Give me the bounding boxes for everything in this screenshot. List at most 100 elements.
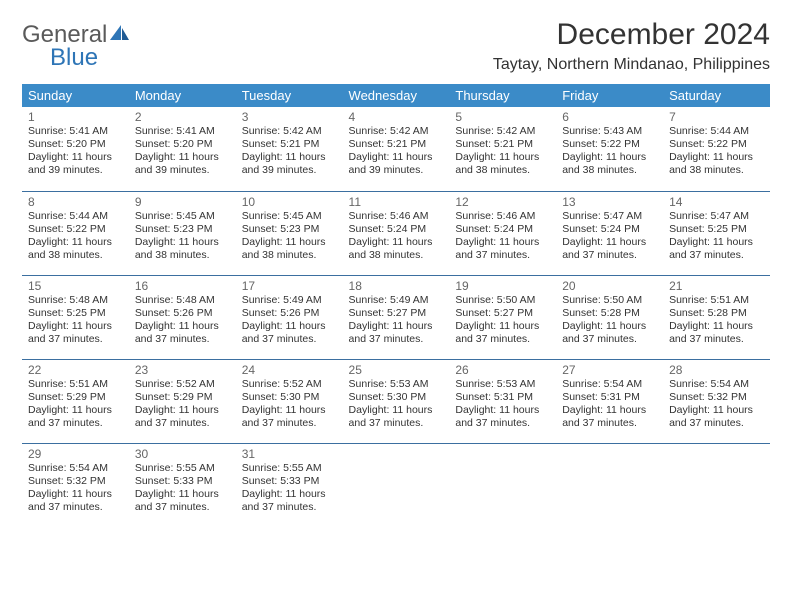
- day-details: Sunrise: 5:55 AMSunset: 5:33 PMDaylight:…: [135, 462, 230, 515]
- day-number: 3: [242, 110, 337, 124]
- day-details: Sunrise: 5:51 AMSunset: 5:28 PMDaylight:…: [669, 294, 764, 347]
- day-details: Sunrise: 5:47 AMSunset: 5:24 PMDaylight:…: [562, 210, 657, 263]
- calendar-cell: 5Sunrise: 5:42 AMSunset: 5:21 PMDaylight…: [449, 107, 556, 191]
- day-number: 18: [349, 279, 444, 293]
- day-number: 12: [455, 195, 550, 209]
- day-details: Sunrise: 5:45 AMSunset: 5:23 PMDaylight:…: [135, 210, 230, 263]
- day-number: 29: [28, 447, 123, 461]
- calendar-cell: [343, 443, 450, 527]
- day-header: Tuesday: [236, 84, 343, 107]
- day-details: Sunrise: 5:55 AMSunset: 5:33 PMDaylight:…: [242, 462, 337, 515]
- day-number: 13: [562, 195, 657, 209]
- day-details: Sunrise: 5:43 AMSunset: 5:22 PMDaylight:…: [562, 125, 657, 178]
- day-details: Sunrise: 5:53 AMSunset: 5:30 PMDaylight:…: [349, 378, 444, 431]
- day-number: 26: [455, 363, 550, 377]
- day-details: Sunrise: 5:53 AMSunset: 5:31 PMDaylight:…: [455, 378, 550, 431]
- day-number: 25: [349, 363, 444, 377]
- day-number: 5: [455, 110, 550, 124]
- calendar-cell: 24Sunrise: 5:52 AMSunset: 5:30 PMDayligh…: [236, 359, 343, 443]
- day-details: Sunrise: 5:41 AMSunset: 5:20 PMDaylight:…: [135, 125, 230, 178]
- calendar-cell: 15Sunrise: 5:48 AMSunset: 5:25 PMDayligh…: [22, 275, 129, 359]
- day-number: 2: [135, 110, 230, 124]
- calendar-cell: 27Sunrise: 5:54 AMSunset: 5:31 PMDayligh…: [556, 359, 663, 443]
- day-details: Sunrise: 5:54 AMSunset: 5:32 PMDaylight:…: [28, 462, 123, 515]
- calendar-cell: 22Sunrise: 5:51 AMSunset: 5:29 PMDayligh…: [22, 359, 129, 443]
- calendar-cell: 17Sunrise: 5:49 AMSunset: 5:26 PMDayligh…: [236, 275, 343, 359]
- day-header: Friday: [556, 84, 663, 107]
- day-details: Sunrise: 5:49 AMSunset: 5:26 PMDaylight:…: [242, 294, 337, 347]
- day-header: Wednesday: [343, 84, 450, 107]
- day-header: Sunday: [22, 84, 129, 107]
- day-number: 9: [135, 195, 230, 209]
- calendar-row: 29Sunrise: 5:54 AMSunset: 5:32 PMDayligh…: [22, 443, 770, 527]
- calendar-cell: 9Sunrise: 5:45 AMSunset: 5:23 PMDaylight…: [129, 191, 236, 275]
- day-number: 31: [242, 447, 337, 461]
- day-details: Sunrise: 5:50 AMSunset: 5:28 PMDaylight:…: [562, 294, 657, 347]
- calendar-cell: 4Sunrise: 5:42 AMSunset: 5:21 PMDaylight…: [343, 107, 450, 191]
- day-number: 21: [669, 279, 764, 293]
- calendar-cell: 26Sunrise: 5:53 AMSunset: 5:31 PMDayligh…: [449, 359, 556, 443]
- day-number: 16: [135, 279, 230, 293]
- calendar-cell: 21Sunrise: 5:51 AMSunset: 5:28 PMDayligh…: [663, 275, 770, 359]
- day-details: Sunrise: 5:51 AMSunset: 5:29 PMDaylight:…: [28, 378, 123, 431]
- logo: General Blue: [22, 18, 131, 70]
- calendar-cell: 16Sunrise: 5:48 AMSunset: 5:26 PMDayligh…: [129, 275, 236, 359]
- day-details: Sunrise: 5:49 AMSunset: 5:27 PMDaylight:…: [349, 294, 444, 347]
- day-details: Sunrise: 5:41 AMSunset: 5:20 PMDaylight:…: [28, 125, 123, 178]
- calendar-cell: [663, 443, 770, 527]
- calendar-row: 8Sunrise: 5:44 AMSunset: 5:22 PMDaylight…: [22, 191, 770, 275]
- day-number: 1: [28, 110, 123, 124]
- day-details: Sunrise: 5:42 AMSunset: 5:21 PMDaylight:…: [349, 125, 444, 178]
- calendar-cell: 28Sunrise: 5:54 AMSunset: 5:32 PMDayligh…: [663, 359, 770, 443]
- location-line: Taytay, Northern Mindanao, Philippines: [493, 56, 770, 74]
- calendar-cell: 6Sunrise: 5:43 AMSunset: 5:22 PMDaylight…: [556, 107, 663, 191]
- calendar-cell: 14Sunrise: 5:47 AMSunset: 5:25 PMDayligh…: [663, 191, 770, 275]
- day-number: 17: [242, 279, 337, 293]
- day-details: Sunrise: 5:52 AMSunset: 5:30 PMDaylight:…: [242, 378, 337, 431]
- calendar-cell: 7Sunrise: 5:44 AMSunset: 5:22 PMDaylight…: [663, 107, 770, 191]
- calendar-cell: 30Sunrise: 5:55 AMSunset: 5:33 PMDayligh…: [129, 443, 236, 527]
- sail-icon: [109, 24, 131, 47]
- calendar-head: SundayMondayTuesdayWednesdayThursdayFrid…: [22, 84, 770, 107]
- day-number: 30: [135, 447, 230, 461]
- day-details: Sunrise: 5:54 AMSunset: 5:31 PMDaylight:…: [562, 378, 657, 431]
- calendar-cell: 11Sunrise: 5:46 AMSunset: 5:24 PMDayligh…: [343, 191, 450, 275]
- day-details: Sunrise: 5:47 AMSunset: 5:25 PMDaylight:…: [669, 210, 764, 263]
- day-header: Thursday: [449, 84, 556, 107]
- day-details: Sunrise: 5:44 AMSunset: 5:22 PMDaylight:…: [28, 210, 123, 263]
- calendar-cell: 1Sunrise: 5:41 AMSunset: 5:20 PMDaylight…: [22, 107, 129, 191]
- day-details: Sunrise: 5:44 AMSunset: 5:22 PMDaylight:…: [669, 125, 764, 178]
- calendar-row: 15Sunrise: 5:48 AMSunset: 5:25 PMDayligh…: [22, 275, 770, 359]
- day-details: Sunrise: 5:45 AMSunset: 5:23 PMDaylight:…: [242, 210, 337, 263]
- day-number: 23: [135, 363, 230, 377]
- day-number: 4: [349, 110, 444, 124]
- calendar-cell: 20Sunrise: 5:50 AMSunset: 5:28 PMDayligh…: [556, 275, 663, 359]
- day-number: 7: [669, 110, 764, 124]
- calendar-cell: 10Sunrise: 5:45 AMSunset: 5:23 PMDayligh…: [236, 191, 343, 275]
- calendar-cell: 25Sunrise: 5:53 AMSunset: 5:30 PMDayligh…: [343, 359, 450, 443]
- day-header: Saturday: [663, 84, 770, 107]
- day-number: 19: [455, 279, 550, 293]
- title-block: December 2024 Taytay, Northern Mindanao,…: [493, 18, 770, 74]
- day-details: Sunrise: 5:54 AMSunset: 5:32 PMDaylight:…: [669, 378, 764, 431]
- calendar-cell: 19Sunrise: 5:50 AMSunset: 5:27 PMDayligh…: [449, 275, 556, 359]
- header: General Blue December 2024 Taytay, North…: [22, 18, 770, 74]
- day-number: 28: [669, 363, 764, 377]
- calendar-cell: 2Sunrise: 5:41 AMSunset: 5:20 PMDaylight…: [129, 107, 236, 191]
- day-details: Sunrise: 5:50 AMSunset: 5:27 PMDaylight:…: [455, 294, 550, 347]
- day-number: 27: [562, 363, 657, 377]
- day-details: Sunrise: 5:46 AMSunset: 5:24 PMDaylight:…: [455, 210, 550, 263]
- calendar-cell: 12Sunrise: 5:46 AMSunset: 5:24 PMDayligh…: [449, 191, 556, 275]
- calendar-row: 1Sunrise: 5:41 AMSunset: 5:20 PMDaylight…: [22, 107, 770, 191]
- day-details: Sunrise: 5:46 AMSunset: 5:24 PMDaylight:…: [349, 210, 444, 263]
- calendar-cell: 23Sunrise: 5:52 AMSunset: 5:29 PMDayligh…: [129, 359, 236, 443]
- day-number: 14: [669, 195, 764, 209]
- day-number: 8: [28, 195, 123, 209]
- calendar-cell: [449, 443, 556, 527]
- calendar-cell: 31Sunrise: 5:55 AMSunset: 5:33 PMDayligh…: [236, 443, 343, 527]
- calendar-cell: 3Sunrise: 5:42 AMSunset: 5:21 PMDaylight…: [236, 107, 343, 191]
- day-number: 11: [349, 195, 444, 209]
- calendar-cell: [556, 443, 663, 527]
- day-details: Sunrise: 5:48 AMSunset: 5:25 PMDaylight:…: [28, 294, 123, 347]
- calendar-cell: 8Sunrise: 5:44 AMSunset: 5:22 PMDaylight…: [22, 191, 129, 275]
